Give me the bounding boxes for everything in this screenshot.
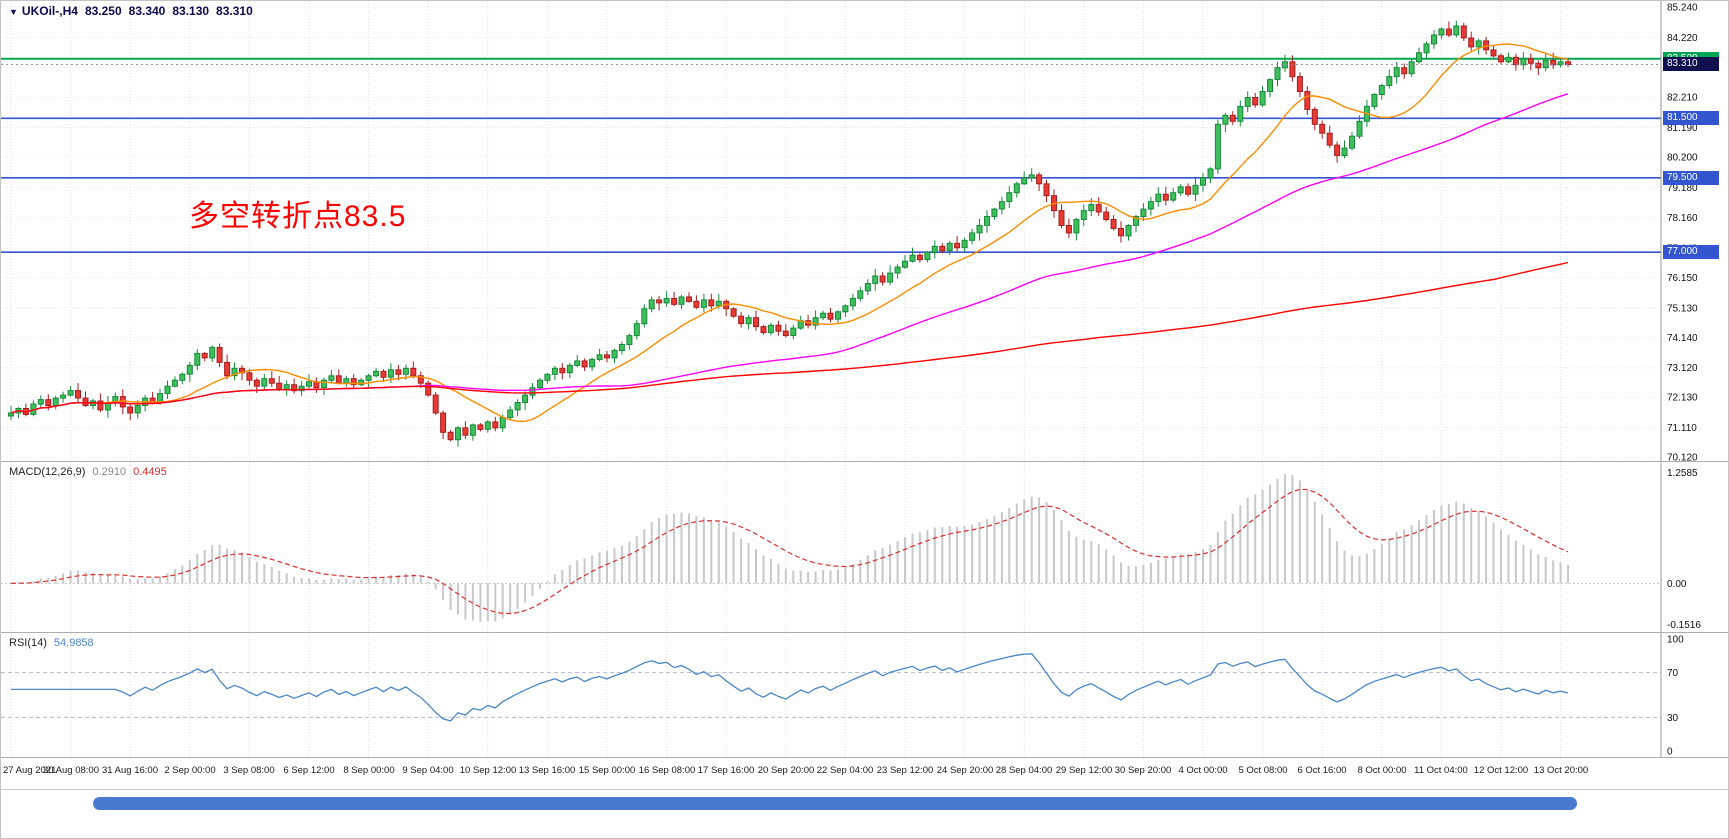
time-axis-label: 31 Aug 16:00 <box>102 765 158 776</box>
time-axis-label: 6 Sep 12:00 <box>283 765 335 776</box>
time-axis-label: 27 Aug 2021 <box>3 765 57 776</box>
rsi-label: RSI(14) 54.9858 <box>9 637 94 649</box>
panel-divider <box>1 789 1728 790</box>
scrollbar-track[interactable] <box>1 791 1728 817</box>
price-line-label: 77.000 <box>1663 245 1719 259</box>
rsi-axis-label: 30 <box>1667 713 1679 724</box>
time-axis-label: 17 Sep 16:00 <box>697 765 755 776</box>
price-axis-label: 75.130 <box>1667 303 1698 314</box>
price-chart-panel[interactable]: 85.24084.22083.20082.21081.19080.20079.1… <box>1 1 1729 461</box>
time-axis-label: 6 Oct 16:00 <box>1297 765 1347 776</box>
macd-name: MACD(12,26,9) <box>9 466 86 478</box>
time-axis-label: 29 Sep 12:00 <box>1055 765 1113 776</box>
panel-divider <box>1 632 1728 633</box>
time-axis-label: 5 Oct 08:00 <box>1238 765 1288 776</box>
macd-axis-max: 1.2585 <box>1667 468 1698 479</box>
time-axis-label: 23 Sep 12:00 <box>876 765 934 776</box>
time-axis-label: 11 Oct 04:00 <box>1414 765 1468 776</box>
macd-chart[interactable]: 1.2585 0.00 -0.1516 <box>1 462 1729 632</box>
price-axis-label: 78.160 <box>1667 213 1698 224</box>
price-axis-label: 76.150 <box>1667 273 1698 284</box>
price-axis-label: 81.190 <box>1667 123 1698 134</box>
scrollbar-thumb[interactable] <box>93 797 1577 810</box>
time-axis-label: 3 Sep 08:00 <box>223 765 275 776</box>
time-axis[interactable]: 27 Aug 2021 30 Aug 08:00 31 Aug 16:00 2 Sep… <box>1 758 1728 788</box>
rsi-panel[interactable]: 100 70 30 0 RSI(14) 54.9858 <box>1 633 1729 757</box>
price-axis-label: 70.120 <box>1667 453 1698 462</box>
time-axis-label: 9 Sep 04:00 <box>402 765 454 776</box>
time-axis-label: 2 Sep 00:00 <box>164 765 216 776</box>
price-line-label: 79.500 <box>1663 171 1719 185</box>
panel-divider <box>1 757 1728 758</box>
panel-divider <box>1 461 1728 462</box>
time-axis-label: 22 Sep 04:00 <box>816 765 874 776</box>
rsi-chart[interactable]: 100 70 30 0 <box>1 633 1729 757</box>
time-axis-label: 30 Aug 08:00 <box>43 765 99 776</box>
price-axis-label: 85.240 <box>1667 3 1698 14</box>
price-axis-label: 73.120 <box>1667 363 1698 374</box>
time-axis-label: 13 Oct 20:00 <box>1533 765 1589 776</box>
time-axis-label: 12 Oct 12:00 <box>1473 765 1529 776</box>
text-annotation: 多空转折点83.5 <box>189 200 407 233</box>
price-axis-label: 71.110 <box>1667 423 1697 434</box>
time-axis-label: 10 Sep 12:00 <box>459 765 517 776</box>
quote-high: 83.340 <box>128 4 166 18</box>
time-axis-label: 16 Sep 08:00 <box>638 765 696 776</box>
time-axis-label: 30 Sep 20:00 <box>1114 765 1172 776</box>
time-axis-label: 13 Sep 16:00 <box>518 765 576 776</box>
price-axis-label: 80.200 <box>1667 153 1698 164</box>
macd-panel[interactable]: 1.2585 0.00 -0.1516 MACD(12,26,9) 0.2910 0.4… <box>1 462 1729 632</box>
macd-label: MACD(12,26,9) 0.2910 0.4495 <box>9 466 167 478</box>
time-axis-label: 8 Sep 00:00 <box>343 765 395 776</box>
time-axis-label: 8 Oct 00:00 <box>1357 765 1407 776</box>
price-line-label: 81.500 <box>1663 111 1719 125</box>
symbol-timeframe: UKOil-,H4 <box>21 4 78 18</box>
rsi-axis-label: 70 <box>1667 668 1679 679</box>
price-axis-label: 79.180 <box>1667 183 1698 194</box>
time-axis-label: 15 Sep 00:00 <box>578 765 636 776</box>
symbol-dropdown-icon: ▼ <box>9 7 18 17</box>
price-axis-label: 84.220 <box>1667 33 1698 44</box>
rsi-value: 54.9858 <box>53 637 94 649</box>
price-line-label: 83.310 <box>1663 57 1719 71</box>
candlestick-chart[interactable]: 85.24084.22083.20082.21081.19080.20079.1… <box>1 1 1729 461</box>
time-axis-label: 24 Sep 20:00 <box>936 765 994 776</box>
macd-axis-zero: 0.00 <box>1667 579 1687 590</box>
price-axis-label: 74.140 <box>1667 333 1698 344</box>
macd-axis-min: -0.1516 <box>1667 620 1701 631</box>
rsi-name: RSI(14) <box>9 637 47 649</box>
price-axis-label: 72.130 <box>1667 393 1698 404</box>
price-axis-label: 82.210 <box>1667 93 1698 104</box>
quote-low: 83.130 <box>172 4 210 18</box>
quote-open: 83.250 <box>84 4 122 18</box>
macd-value-signal: 0.4495 <box>133 466 167 478</box>
rsi-axis-label: 0 <box>1667 747 1673 758</box>
time-axis-label: 28 Sep 04:00 <box>995 765 1053 776</box>
macd-value-main: 0.2910 <box>92 466 127 478</box>
rsi-axis-label: 100 <box>1667 635 1684 646</box>
time-axis-label: 4 Oct 00:00 <box>1178 765 1228 776</box>
quote-close: 83.310 <box>216 4 253 18</box>
chart-title: ▼ UKOil-,H4 83.250 83.340 83.130 83.310 <box>9 4 253 18</box>
time-axis-label: 20 Sep 20:00 <box>757 765 815 776</box>
